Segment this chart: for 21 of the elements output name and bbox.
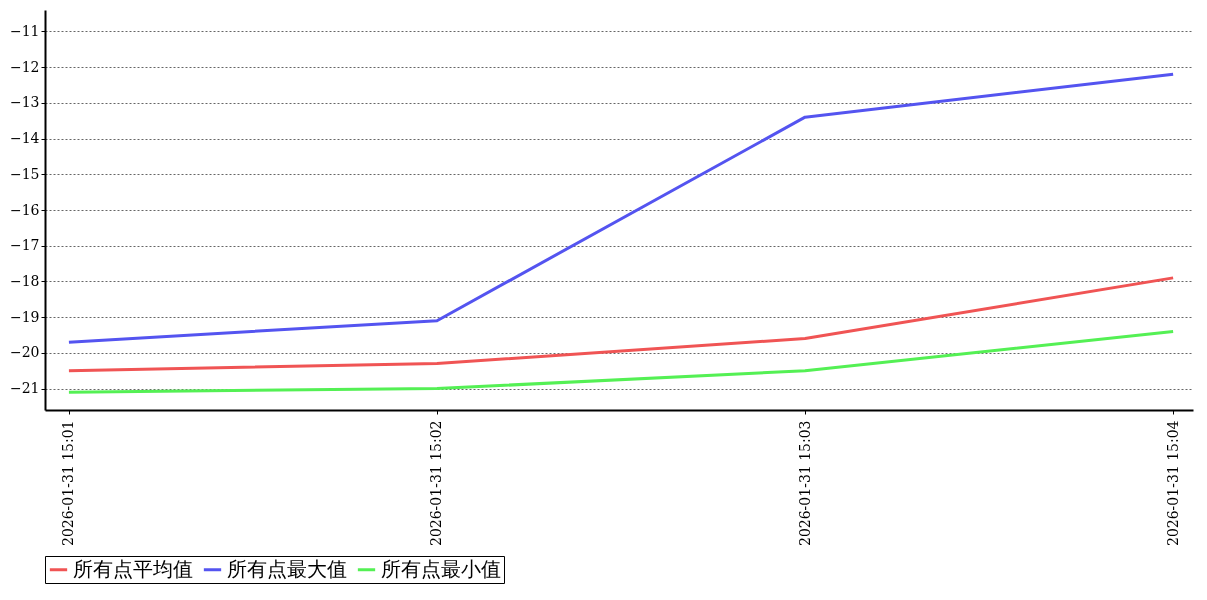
line-series	[67, 72, 1175, 344]
y-tick-label: −15	[9, 165, 40, 182]
line-series	[67, 329, 1175, 394]
legend-label: 所有点最大值	[227, 556, 347, 581]
x-tick-label: 2026-01-31 15:04	[1164, 420, 1181, 547]
y-tick-label: −12	[9, 58, 40, 75]
y-tick-label: −20	[9, 344, 40, 361]
y-tick-label: −14	[9, 130, 40, 147]
y-tick-label: −11	[9, 22, 40, 39]
legend-label: 所有点平均值	[73, 556, 193, 581]
x-tick-label: 2026-01-31 15:02	[428, 420, 445, 547]
y-tick-label: −16	[9, 201, 40, 218]
y-tick-label: −19	[9, 308, 40, 325]
y-tick-label: −17	[9, 237, 40, 254]
legend-label: 所有点最小值	[381, 556, 501, 581]
y-tick-label: −18	[9, 272, 40, 289]
line-series	[67, 276, 1175, 373]
x-tick-label: 2026-01-31 15:03	[796, 420, 813, 547]
x-tick-label: 2026-01-31 15:01	[60, 420, 77, 547]
y-tick-label: −21	[9, 380, 40, 397]
y-tick-label: −13	[9, 94, 40, 111]
